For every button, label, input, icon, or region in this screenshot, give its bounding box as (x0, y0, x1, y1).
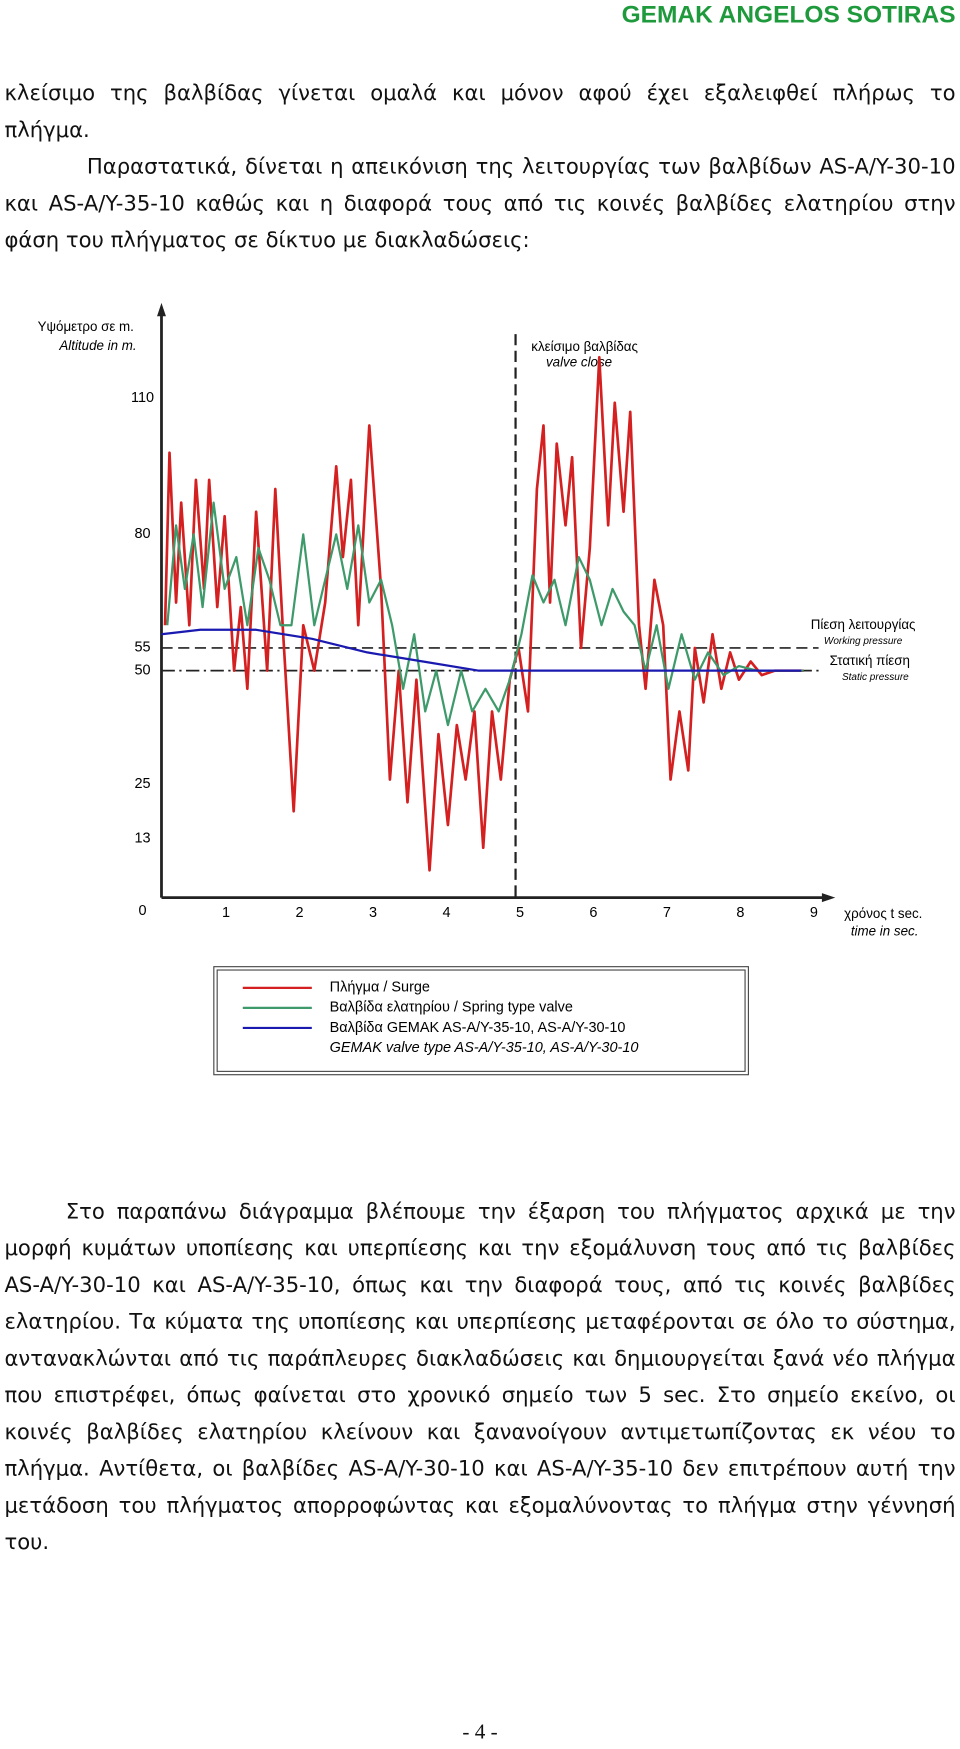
x-tick-label: 6 (589, 905, 597, 921)
x-axis-label-en: time in sec. (851, 924, 919, 939)
legend-entry: Βαλβίδα ελατηρίου / Spring type valve (330, 1000, 573, 1016)
annotation: Στατική πίεση (830, 653, 910, 668)
x-axis-label: χρόνος t sec. (844, 906, 922, 921)
x-tick-label: 8 (736, 905, 744, 921)
x-tick-label: 9 (810, 905, 818, 921)
x-tick-label: 3 (369, 905, 377, 921)
paragraph: κλείσιμο της βαλβίδας γίνεται ομαλά και … (4, 81, 956, 143)
series-line (166, 501, 804, 727)
series-line (161, 628, 802, 672)
y-axis-label-en: Altitude in m. (58, 338, 136, 353)
annotation-en: valve close (546, 355, 612, 370)
series-line (163, 355, 804, 872)
legend-note: GEMAK valve type AS-A/Y-35-10, AS-A/Y-30… (330, 1040, 639, 1056)
x-tick-label: 7 (663, 905, 671, 921)
y-tick-label: 13 (135, 830, 151, 846)
paragraph: Στο παραπάνω διάγραμμα βλέπουμε την έξαρ… (4, 1199, 956, 1555)
y-tick-label: 25 (135, 776, 151, 792)
y-axis-label: Υψόμετρο σε m. (38, 319, 134, 334)
x-tick-label: 5 (516, 905, 524, 921)
page-number: - 4 - (462, 1720, 498, 1745)
annotation: Πίεση λειτουργίας (811, 617, 916, 632)
x-axis-arrow (821, 893, 836, 903)
y-axis-arrow (157, 302, 166, 317)
paragraph: Παραστατικά, δίνεται η απεικόνιση της λε… (4, 154, 956, 253)
annotation: κλείσιμο βαλβίδας (531, 339, 638, 354)
chart: Υψόμετρο σε m. Altitude in m. χρόνος t sec… (38, 302, 922, 1076)
annotation-en: Working pressure (824, 636, 903, 647)
y-tick-label: 0 (139, 903, 147, 919)
legend-entry: Βαλβίδα GEMAK AS-A/Y-35-10, AS-A/Y-30-10 (330, 1020, 626, 1036)
annotation-en: Static pressure (842, 672, 909, 683)
y-tick-label: 110 (131, 390, 154, 406)
legend-entry: Πλήγμα / Surge (330, 980, 430, 996)
y-tick-label: 55 (135, 640, 151, 656)
legend-box (213, 966, 749, 1076)
x-tick-label: 1 (222, 905, 230, 921)
y-tick-label: 50 (135, 662, 151, 678)
legend-box-inner (216, 969, 746, 1072)
header-title: GEMAK ANGELOS SOTIRAS (621, 0, 956, 28)
y-tick-label: 80 (135, 526, 151, 542)
x-tick-label: 2 (296, 905, 304, 921)
x-tick-label: 4 (442, 905, 450, 921)
